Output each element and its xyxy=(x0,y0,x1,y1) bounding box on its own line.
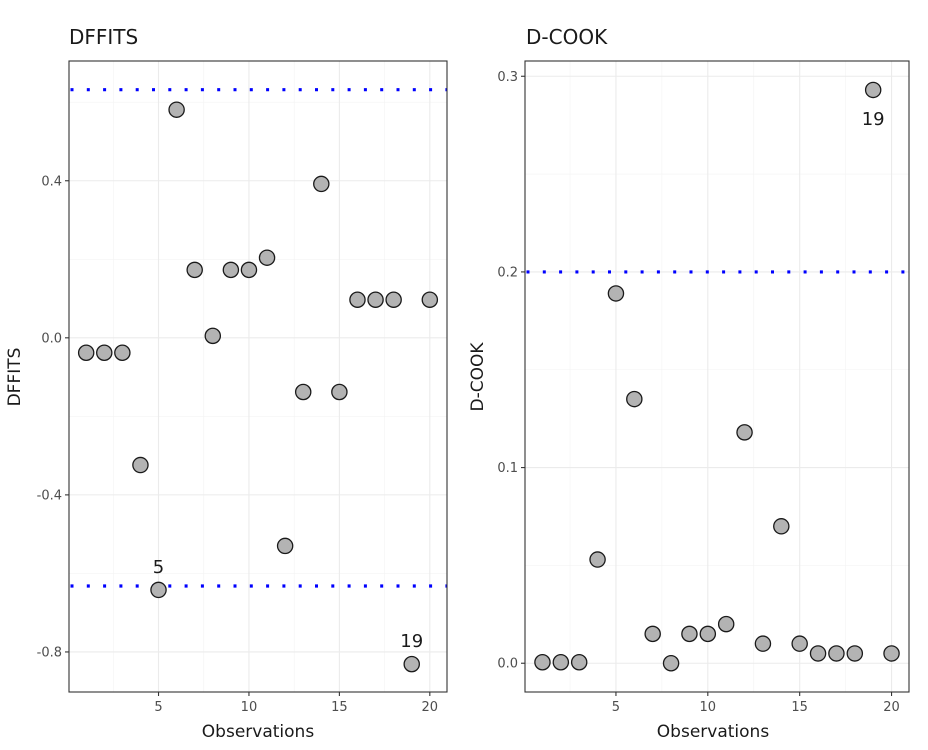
dffits-annotations: 5 19 xyxy=(153,557,423,652)
dffits-point xyxy=(150,581,167,599)
dffits-y-tick-label: 0.4 xyxy=(41,174,62,189)
dffits-point xyxy=(276,537,294,555)
dffits-points xyxy=(77,101,439,673)
dcook-point xyxy=(607,285,625,302)
dcook-point xyxy=(552,654,570,671)
dffits-x-tick-label: 15 xyxy=(331,700,348,715)
dcook-x-tick-label: 15 xyxy=(791,700,808,715)
dcook-point xyxy=(828,645,845,662)
dcook-x-axis-label: Observations xyxy=(657,722,770,742)
dffits-x-tick-label: 10 xyxy=(241,700,258,715)
dcook-point xyxy=(883,645,900,662)
dffits-grid xyxy=(69,61,447,692)
dcook-y-tick-label: 0.0 xyxy=(497,657,518,672)
dffits-point xyxy=(168,101,185,118)
dffits-point xyxy=(96,344,113,361)
dcook-point xyxy=(809,645,827,662)
dcook-point xyxy=(644,625,661,643)
dffits-x-axis-label: Observations xyxy=(202,722,315,742)
dffits-point xyxy=(385,291,402,308)
dffits-point xyxy=(258,249,276,266)
dcook-annotations: 19 xyxy=(862,109,885,130)
dffits-panel-border xyxy=(68,60,448,693)
dcook-point xyxy=(736,424,753,441)
dcook-y-tick-label: 0.1 xyxy=(497,461,518,476)
dcook-point xyxy=(754,635,772,652)
dffits-point xyxy=(421,291,439,308)
dffits-x-tick-label: 20 xyxy=(422,700,439,715)
dffits-point-label: 19 xyxy=(400,631,423,652)
dcook-points xyxy=(534,81,900,672)
dcook-point xyxy=(846,645,864,662)
dffits-point xyxy=(204,327,222,345)
dffits-point xyxy=(240,261,258,279)
dcook-y-axis-label: D-COOK xyxy=(468,342,488,412)
dcook-point xyxy=(773,518,790,535)
dcook-panel: D-COOK D-COOK Observations 19 5 10 15 20 0.0… xyxy=(468,25,910,742)
dcook-point xyxy=(699,625,717,643)
dffits-point xyxy=(367,291,384,308)
dcook-point-label: 19 xyxy=(862,109,885,130)
dffits-x-tick-label: 5 xyxy=(154,700,162,715)
dcook-grid xyxy=(525,61,909,692)
dffits-point xyxy=(132,456,149,474)
dcook-point xyxy=(717,615,735,633)
dffits-point xyxy=(349,291,366,308)
dcook-panel-border xyxy=(524,60,910,693)
dffits-y-tick-label: -0.8 xyxy=(37,645,62,660)
dcook-y-tick-label: 0.3 xyxy=(497,70,518,85)
dffits-point-label: 5 xyxy=(153,557,164,578)
dcook-point xyxy=(681,625,698,643)
dcook-point xyxy=(626,390,643,408)
dffits-panel: DFFITS DFFITS Observations 5 19 5 10 15 20 0.… xyxy=(5,25,448,742)
dffits-point xyxy=(222,261,240,279)
dcook-point xyxy=(864,81,882,99)
dffits-point xyxy=(77,344,95,361)
dffits-axes: 5 10 15 20 0.4 0.0 -0.4 -0.8 xyxy=(37,60,448,715)
dcook-x-tick-label: 20 xyxy=(883,700,900,715)
dffits-point xyxy=(331,383,348,401)
dcook-x-tick-label: 5 xyxy=(612,700,620,715)
dcook-point xyxy=(589,551,606,568)
dffits-title: DFFITS xyxy=(69,25,138,49)
dcook-point xyxy=(791,635,808,652)
dffits-point xyxy=(114,344,131,361)
dcook-point xyxy=(570,654,588,671)
dffits-point xyxy=(313,175,330,193)
dffits-y-tick-label: -0.4 xyxy=(37,488,62,503)
dcook-axes: 5 10 15 20 0.0 0.1 0.2 0.3 xyxy=(497,60,910,715)
dffits-y-axis-label: DFFITS xyxy=(5,348,25,407)
dffits-y-tick-label: 0.0 xyxy=(41,331,62,346)
dcook-x-tick-label: 10 xyxy=(700,700,717,715)
dcook-title: D-COOK xyxy=(526,25,608,49)
dcook-point xyxy=(662,654,680,672)
dffits-point xyxy=(294,383,312,401)
dffits-point xyxy=(403,655,420,673)
dffits-point xyxy=(186,261,203,279)
dcook-point xyxy=(534,654,551,671)
dcook-y-tick-label: 0.2 xyxy=(497,265,518,280)
